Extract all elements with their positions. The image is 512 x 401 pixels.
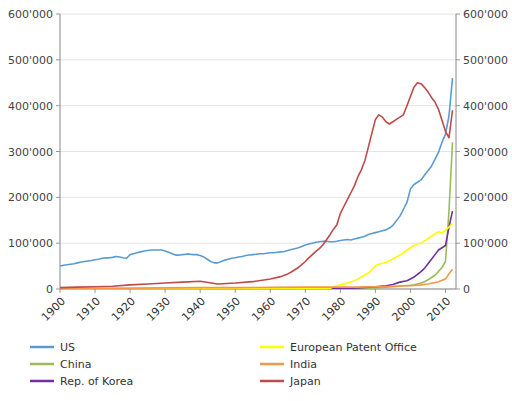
x-tick-label: 1980 [319, 295, 348, 324]
x-tick [165, 289, 166, 293]
x-tick-label: 1990 [354, 295, 383, 324]
x-tick [130, 289, 131, 293]
y-tick [56, 59, 60, 60]
x-tick [95, 289, 96, 293]
y-tick-label: 300'000 [8, 146, 53, 159]
chart: 0 100'000 200'000 300'000 400'000 500'000 600'… [0, 0, 512, 401]
series-line [60, 142, 453, 289]
y2-tick-label: 100'000 [463, 237, 508, 250]
y2-tick-label: 600'000 [463, 8, 508, 21]
y2-tick [456, 243, 460, 244]
x-tick [445, 289, 446, 293]
grid-line [60, 105, 456, 106]
y-tick-label: 200'000 [8, 191, 53, 204]
x-tick [375, 289, 376, 293]
legend-swatch [30, 363, 54, 366]
y2-tick-label: 200'000 [463, 191, 508, 204]
x-tick [340, 289, 341, 293]
y2-tick-label: 400'000 [463, 100, 508, 113]
x-tick [60, 289, 61, 293]
x-tick-label: 1960 [249, 295, 278, 324]
x-tick [410, 289, 411, 293]
x-tick-label: 1900 [39, 295, 68, 324]
y2-tick-label: 0 [463, 283, 470, 296]
y2-tick [456, 105, 460, 106]
x-tick-label: 1940 [179, 295, 208, 324]
y-tick-label: 400'000 [8, 100, 53, 113]
y-tick-label: 0 [46, 283, 53, 296]
x-tick-label: 1930 [144, 295, 173, 324]
legend-label: China [60, 358, 91, 371]
y-tick [56, 289, 60, 290]
series-lines [60, 78, 453, 289]
axes: 0 100'000 200'000 300'000 400'000 500'000 600'… [8, 8, 508, 324]
grid-line [60, 59, 456, 60]
y2-tick-label: 500'000 [463, 54, 508, 67]
legend-label: India [290, 358, 317, 371]
x-tick-label: 2010 [424, 295, 453, 324]
y-tick-label: 100'000 [8, 237, 53, 250]
x-tick-label: 2000 [389, 295, 418, 324]
grid-line [60, 14, 456, 15]
x-tick-label: 1950 [214, 295, 243, 324]
y-tick [56, 243, 60, 244]
legend-swatch [260, 363, 284, 366]
y-tick [56, 197, 60, 198]
grid-line [60, 197, 456, 198]
grid-line [60, 243, 456, 244]
x-tick [235, 289, 236, 293]
grid-line [60, 151, 456, 152]
y2-tick [456, 59, 460, 60]
legend-swatch [260, 346, 284, 349]
x-tick [270, 289, 271, 293]
series-line [60, 223, 453, 289]
y-tick-label: 600'000 [8, 8, 53, 21]
legend-label: European Patent Office [290, 341, 417, 354]
legend-label: Japan [289, 375, 321, 388]
series-line [60, 211, 453, 289]
legend-label: US [60, 341, 75, 354]
y2-tick-label: 300'000 [463, 146, 508, 159]
series-line [60, 78, 453, 266]
y-axis-line [60, 14, 61, 289]
y2-tick [456, 14, 460, 15]
legend: US China Rep. of Korea European Patent Offi… [30, 341, 417, 388]
y2-tick [456, 197, 460, 198]
x-tick [200, 289, 201, 293]
x-tick [305, 289, 306, 293]
legend-swatch [30, 346, 54, 349]
y-tick [56, 151, 60, 152]
y2-axis-line [456, 14, 457, 289]
legend-swatch [260, 380, 284, 383]
x-tick-label: 1920 [109, 295, 138, 324]
legend-label: Rep. of Korea [60, 375, 133, 388]
y-tick [56, 14, 60, 15]
y2-tick [456, 289, 460, 290]
series-line [60, 83, 453, 288]
y2-tick [456, 151, 460, 152]
legend-swatch [30, 380, 54, 383]
x-tick-label: 1910 [74, 295, 103, 324]
y-tick-label: 500'000 [8, 54, 53, 67]
y-tick [56, 105, 60, 106]
x-tick-label: 1970 [284, 295, 313, 324]
